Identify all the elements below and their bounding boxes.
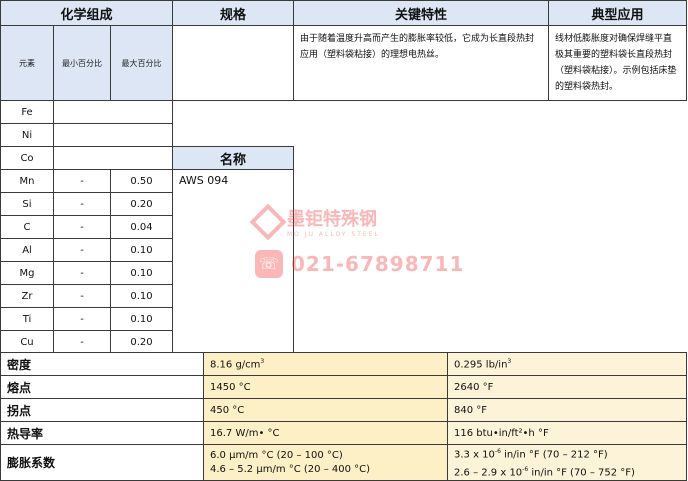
element-max: 0.10 [110,284,173,308]
element-symbol: Al [0,238,54,262]
element-symbol: Co [0,146,54,170]
spec-value [172,25,294,101]
element-max: 0.04 [110,215,173,239]
element-range [53,146,173,170]
element-min: - [53,238,111,262]
property-row: 膨胀系数 6.0 µm/m °C (20 – 100 °C) 4.6 – 5.2 … [0,444,687,481]
composition-table: 化学组成 规格 关键特性 典型应用 元素 最小百分比 最大百分比 由于随着温度升… [0,0,687,400]
element-row: Ti -0.10 [0,307,687,331]
element-min: - [53,215,111,239]
property-imperial: 840 °F [447,398,687,422]
element-min: - [53,169,111,193]
min-subheader: 最小百分比 [53,25,111,101]
element-symbol: Cu [0,330,54,354]
element-row: Mg -0.10 [0,261,687,285]
applications-text: 线材低膨胀度对确保焊缝平直极其重要的塑料袋长直段热封（塑料袋粘接）。示例包括床垫… [548,25,687,101]
properties-table: 密度 8.16 g/cm3 0.295 lb/in3 熔点 1450 °C 2640 °… [0,352,687,481]
element-row: Co 名称 [0,146,687,170]
element-min: - [53,261,111,285]
element-row: Fe [0,100,687,124]
property-imperial: 116 btu•in/ft²•h °F [447,421,687,445]
element-symbol: Zr [0,284,54,308]
property-label: 熔点 [0,375,204,399]
property-metric: 8.16 g/cm3 [203,352,448,376]
element-symbol: Ni [0,123,54,147]
element-range [53,123,173,147]
element-min: - [53,192,111,216]
element-symbol: C [0,215,54,239]
element-max: 0.10 [110,307,173,331]
element-max: 0.10 [110,261,173,285]
property-label: 密度 [0,352,204,376]
max-subheader: 最大百分比 [110,25,173,101]
element-max: 0.20 [110,330,173,354]
element-row: Zr -0.10 [0,284,687,308]
applications-header: 典型应用 [548,0,687,26]
element-row: Al -0.10 [0,238,687,262]
property-imperial: 2640 °F [447,375,687,399]
property-metric: 16.7 W/m• °C [203,421,448,445]
property-imperial: 3.3 x 10-6 in/in °F (70 – 212 °F) 2.6 – 2… [447,444,687,481]
element-max: 0.20 [110,192,173,216]
element-symbol: Si [0,192,54,216]
element-min: - [53,284,111,308]
element-row: Mn -0.50 AWS 094 [0,169,687,400]
property-metric: 6.0 µm/m °C (20 – 100 °C) 4.6 – 5.2 µm/m … [203,444,448,481]
property-label: 膨胀系数 [0,444,204,481]
features-header: 关键特性 [293,0,549,26]
spec-header: 规格 [172,0,294,26]
property-row: 熔点 1450 °C 2640 °F [0,375,687,399]
property-label: 拐点 [0,398,204,422]
property-label: 热导率 [0,421,204,445]
property-row: 密度 8.16 g/cm3 0.295 lb/in3 [0,352,687,376]
element-row: Cu -0.20 [0,330,687,354]
element-symbol: Mg [0,261,54,285]
element-min: - [53,307,111,331]
element-row: Si -0.20 [0,192,687,216]
element-range [53,100,173,124]
element-max: 0.50 [110,169,173,193]
element-subheader: 元素 [0,25,54,101]
element-row: C -0.04 [0,215,687,239]
name-header: 名称 [172,146,294,170]
composition-header: 化学组成 [0,0,173,26]
property-row: 拐点 450 °C 840 °F [0,398,687,422]
property-metric: 1450 °C [203,375,448,399]
element-symbol: Fe [0,100,54,124]
features-text: 由于随着温度升高而产生的膨胀率较低，它成为长直段热封应用（塑料袋粘接）的理想电热… [293,25,549,101]
element-row: Ni [0,123,687,147]
property-metric: 450 °C [203,398,448,422]
element-symbol: Mn [0,169,54,193]
element-min: - [53,330,111,354]
element-max: 0.10 [110,238,173,262]
element-symbol: Ti [0,307,54,331]
property-imperial: 0.295 lb/in3 [447,352,687,376]
property-row: 热导率 16.7 W/m• °C 116 btu•in/ft²•h °F [0,421,687,445]
